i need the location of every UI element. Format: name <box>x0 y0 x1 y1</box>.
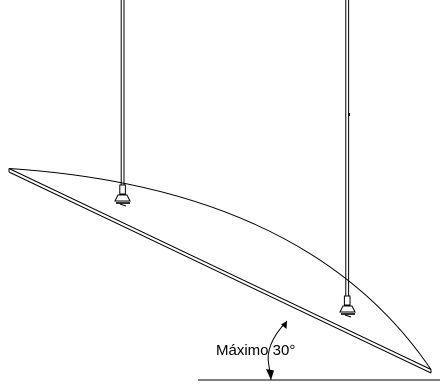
tilted-panel <box>8 168 432 374</box>
cable-clamp-left <box>114 184 131 207</box>
cable-clamp-right <box>339 295 356 318</box>
suspension-cable-right <box>345 0 350 297</box>
suspension-cable-left <box>120 0 125 186</box>
arrowhead-up-icon <box>281 321 287 329</box>
suspension-cables <box>120 0 350 297</box>
max-angle-label: Máximo 30° <box>216 342 295 359</box>
angle-indicator <box>266 320 288 381</box>
